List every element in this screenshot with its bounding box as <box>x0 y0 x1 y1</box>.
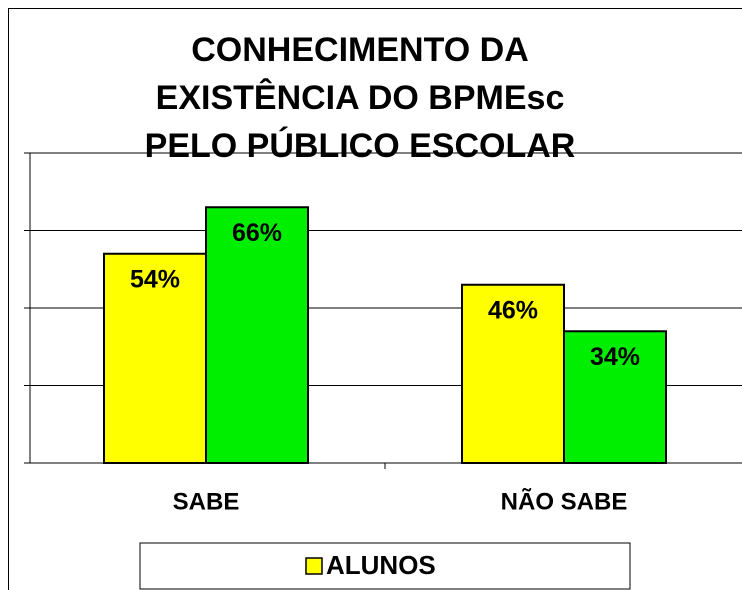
chart-title: PELO PÚBLICO ESCOLAR <box>145 127 576 165</box>
value-label: 66% <box>232 219 282 247</box>
value-label: 34% <box>590 343 640 371</box>
chart-title: EXISTÊNCIA DO BPMEsc <box>156 79 565 117</box>
legend-swatch <box>305 557 323 575</box>
legend-box <box>139 542 631 590</box>
legend-label: ALUNOS <box>326 550 436 580</box>
bar <box>461 283 565 464</box>
bar <box>205 206 309 464</box>
x-tick-label: NÃO SABE <box>501 487 628 515</box>
value-label: 54% <box>130 265 180 293</box>
chart-title: CONHECIMENTO DA <box>191 31 529 69</box>
chart-frame <box>8 8 742 590</box>
value-label: 46% <box>488 296 538 324</box>
x-tick-label: SABE <box>173 488 240 515</box>
bar <box>563 330 667 464</box>
